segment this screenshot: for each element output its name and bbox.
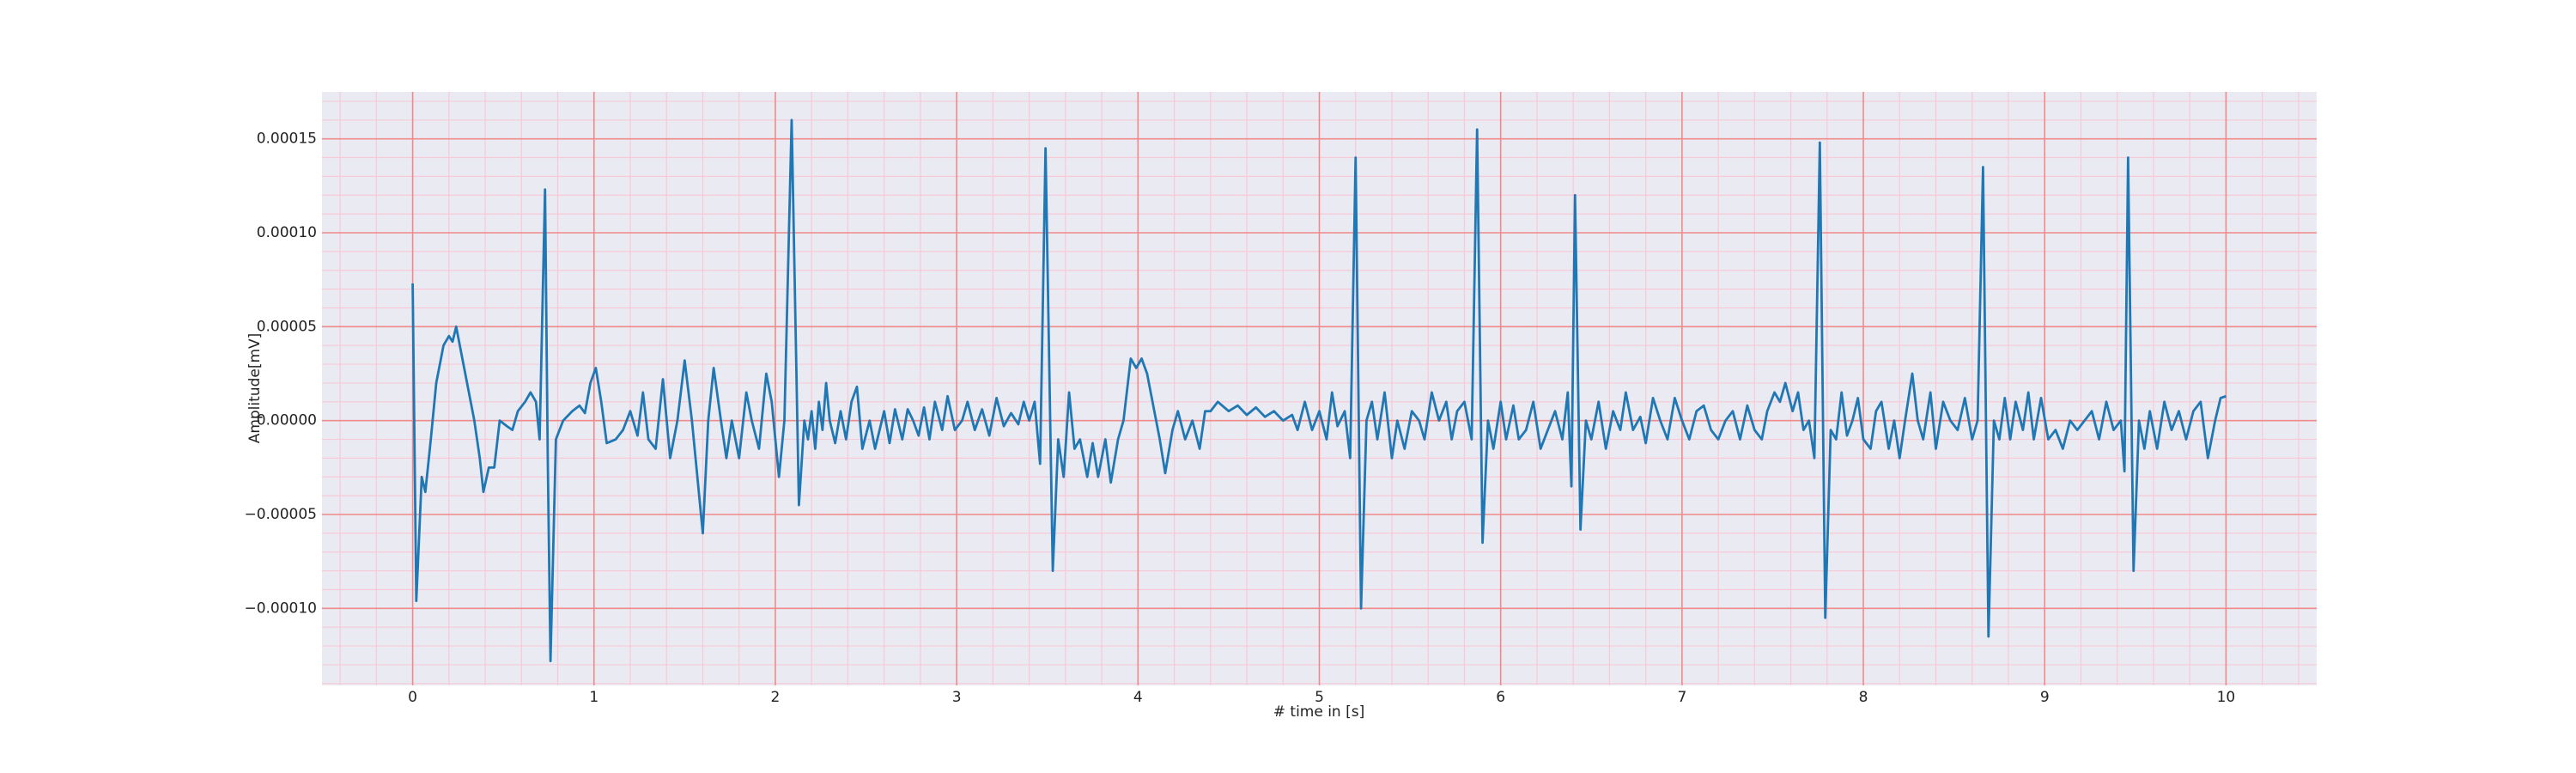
x-tick-label: 4 <box>1133 689 1143 706</box>
y-tick-label: 0.00015 <box>257 131 317 148</box>
x-tick-label: 5 <box>1315 689 1324 706</box>
x-tick-label: 3 <box>952 689 962 706</box>
x-axis-label: # time in [s] <box>1273 703 1364 721</box>
x-tick-label: 2 <box>771 689 781 706</box>
marks <box>411 119 2227 662</box>
x-tick-label: 6 <box>1496 689 1505 706</box>
y-tick-label: −0.00010 <box>244 600 317 617</box>
labels: 0 1 2 3 4 5 6 7 8 9 10 −0.00010 −0.00005 0.00000 0.000… <box>244 131 2235 706</box>
x-tick-label: 7 <box>1677 689 1686 706</box>
y-tick-label: −0.00005 <box>244 506 317 523</box>
signal-line <box>411 119 2227 662</box>
y-tick-label: 0.00010 <box>257 224 317 241</box>
y-tick-label: 0.00000 <box>257 412 317 429</box>
y-axis-label: Amplitude[mV] <box>246 333 264 444</box>
x-tick-label: 0 <box>408 689 417 706</box>
x-tick-label: 1 <box>589 689 598 706</box>
x-tick-label: 8 <box>1859 689 1868 706</box>
x-tick-label: 9 <box>2040 689 2050 706</box>
x-tick-label: 10 <box>2217 689 2236 706</box>
y-tick-label: 0.00005 <box>257 318 317 335</box>
